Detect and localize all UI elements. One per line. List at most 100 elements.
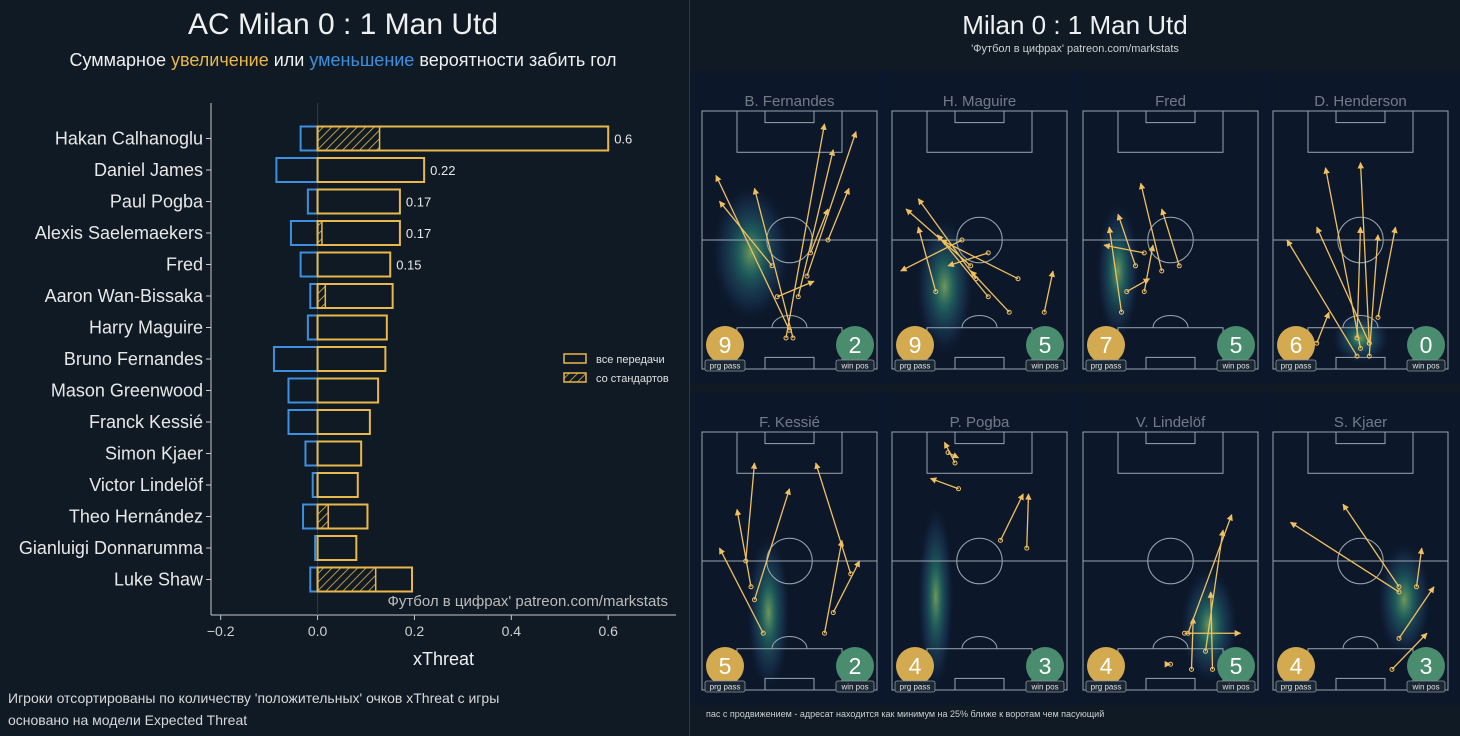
pass-origin xyxy=(1389,666,1395,672)
pass-arrow xyxy=(1289,521,1400,593)
pass-arrow xyxy=(734,508,752,587)
bottom-goal-box xyxy=(1335,356,1386,370)
penalty-arc xyxy=(1152,635,1189,649)
pass-origin xyxy=(752,597,757,603)
top-goal-box xyxy=(1335,431,1386,445)
heat-blob xyxy=(1378,542,1431,657)
prg-count: 9 xyxy=(719,332,732,358)
player-label: Daniel James xyxy=(94,160,203,180)
prg-badge xyxy=(1277,647,1315,685)
pass-arrow xyxy=(752,187,794,339)
top-goal-box xyxy=(1335,110,1386,124)
positive-bar xyxy=(316,283,394,309)
pass-origin xyxy=(748,584,754,590)
pass-arrow xyxy=(814,462,852,575)
prg-label-box xyxy=(704,359,746,372)
pass-arrow xyxy=(1160,208,1180,266)
center-circle xyxy=(956,216,1003,264)
pass-arrow xyxy=(1323,167,1362,349)
win-count: 5 xyxy=(1039,332,1052,358)
pass-origin xyxy=(959,237,965,243)
pass-origin xyxy=(1366,353,1372,359)
top-goal-box xyxy=(1145,110,1196,124)
prg-badge xyxy=(1087,647,1125,685)
prg-label-box xyxy=(1275,359,1317,372)
player-label: Victor Lindelöf xyxy=(89,475,204,495)
prg-label: prg pass xyxy=(900,683,931,692)
pass-origin xyxy=(769,263,775,269)
bottom-goal-box xyxy=(954,677,1005,691)
pass-origin xyxy=(1354,335,1360,341)
bottom-goal-box xyxy=(954,356,1005,370)
pass-origin xyxy=(822,630,827,636)
top-goal-box xyxy=(954,110,1005,124)
prg-badge xyxy=(896,647,934,685)
player-label: Harry Maguire xyxy=(89,318,203,338)
center-circle xyxy=(1337,216,1384,264)
pass-arrow xyxy=(1398,586,1435,639)
xthreat-bar-chart: −0.2 0.0 0.2 0.4 0.6 xThreat Hakan Calhanoglu 0… xyxy=(19,103,676,669)
bottom-goal-box xyxy=(764,356,815,370)
heat-blob xyxy=(916,219,973,354)
prg-label: prg pass xyxy=(710,683,741,692)
player-label: Theo Hernández xyxy=(69,507,203,527)
positive-bar xyxy=(316,535,358,561)
value-label: 0.6 xyxy=(614,132,632,147)
pass-arrow xyxy=(797,149,836,297)
watermark: Футбол в цифрах' patreon.com/markstats xyxy=(387,593,668,610)
pass-origin xyxy=(998,537,1003,543)
center-circle xyxy=(1337,537,1384,585)
player-label: Simon Kjaer xyxy=(105,444,203,464)
prg-label: prg pass xyxy=(1091,362,1122,371)
pass-arrow xyxy=(1116,213,1137,267)
pass-arrow xyxy=(1391,632,1428,670)
win-count: 3 xyxy=(1420,653,1433,679)
top-goal-box xyxy=(1145,431,1196,445)
positive-bar xyxy=(316,157,426,183)
player-label: Fred xyxy=(166,255,203,275)
pass-arrow xyxy=(832,560,861,613)
pass-arrow xyxy=(947,252,989,268)
win-label: win pos xyxy=(840,683,868,692)
pass-arrow xyxy=(1043,270,1055,313)
penalty-arc xyxy=(961,314,998,328)
prg-label: prg pass xyxy=(1281,362,1312,371)
center-circle xyxy=(956,537,1003,585)
pass-arrow xyxy=(1316,226,1370,344)
win-label-box xyxy=(835,359,875,372)
value-label: 0.15 xyxy=(396,258,421,273)
win-badge xyxy=(1217,326,1255,364)
pass-origin xyxy=(743,558,749,564)
pass-origin xyxy=(1182,630,1187,636)
player-label: Bruno Fernandes xyxy=(64,349,203,369)
penalty-arc xyxy=(1342,635,1379,649)
positive-bar xyxy=(316,503,369,530)
penalty-arc xyxy=(1342,314,1379,328)
prg-badge xyxy=(1087,326,1125,364)
pass-origin xyxy=(1189,666,1194,672)
pass-arrow xyxy=(1204,529,1226,652)
footnote: пас с продвижением - адресат находится к… xyxy=(706,709,1105,719)
pass-origin xyxy=(1159,268,1165,274)
pass-origin xyxy=(1041,309,1047,315)
win-label-box xyxy=(1406,359,1446,372)
bottom-goal-box xyxy=(1145,677,1196,691)
pass-origin xyxy=(795,294,801,300)
prg-badge xyxy=(706,647,744,685)
pass-origin xyxy=(825,237,831,243)
pass-origin xyxy=(1176,263,1182,269)
win-label: win pos xyxy=(840,362,868,371)
pass-origin xyxy=(760,630,766,636)
pass-origin xyxy=(808,250,813,256)
win-count: 2 xyxy=(849,332,862,358)
center-circle xyxy=(1147,537,1194,585)
legend-label-set-piece: со стандартов xyxy=(596,373,669,385)
player-label: Franck Kessié xyxy=(89,412,203,432)
prg-label: prg pass xyxy=(710,362,741,371)
subtitle-decrease: уменьшение xyxy=(309,50,415,70)
pass-arrow xyxy=(970,270,1010,313)
prg-count: 4 xyxy=(1100,653,1113,679)
player-label: Hakan Calhanoglu xyxy=(55,129,203,149)
